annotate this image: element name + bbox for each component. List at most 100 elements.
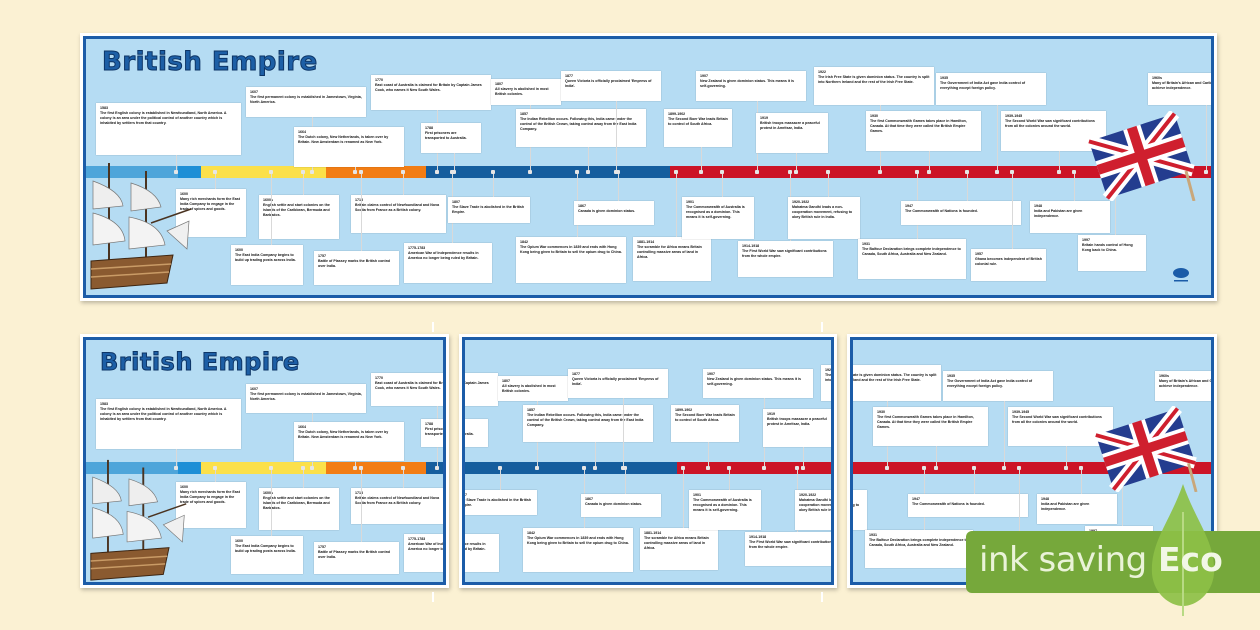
timeline-event-card: 1948 India and Pakistan are given indepen…	[1030, 201, 1110, 233]
timeline-marker	[301, 170, 305, 174]
event-description: India and Pakistan are given independenc…	[1041, 501, 1090, 511]
event-description: The Second World War saw significant con…	[1012, 415, 1102, 425]
event-connector	[454, 153, 455, 172]
event-connector	[1122, 468, 1124, 527]
timeline-event-card: 1930 The first Commonwealth Games takes p…	[873, 407, 988, 446]
event-year: 1948	[1034, 204, 1042, 208]
event-description: The East India Company begins to build u…	[235, 253, 296, 262]
event-description: New Zealand is given dominion status. Th…	[707, 376, 802, 386]
event-year: 1899-1902	[675, 408, 693, 413]
timeline-bar	[465, 462, 831, 474]
event-year: 1947	[912, 496, 920, 501]
event-description: Queen Victoria is officially proclaimed …	[572, 376, 659, 386]
event-connector	[827, 172, 829, 197]
event-connector	[500, 468, 502, 490]
timeline-event-card: 1842 The Opium War commences in 1839 and …	[523, 528, 633, 573]
event-year: 1901	[693, 492, 701, 497]
event-description: The scramble for Africa means Britain co…	[637, 245, 702, 259]
timeline-event-card: 1757 Battle of Plassey marks the British …	[314, 251, 399, 285]
timeline-marker	[268, 466, 273, 470]
page-title: British Empire	[102, 47, 318, 78]
timeline-event-card: 1607 The first permanent colony is establ…	[246, 87, 366, 117]
timeline-event-card: 1947 The Commonwealth of Nations is found…	[901, 201, 1021, 225]
event-year: 1775-1783	[408, 536, 426, 541]
event-year: 1807	[495, 82, 503, 86]
event-description: The Irish Free State is given dominion s…	[853, 372, 937, 382]
event-year: 1807	[465, 492, 467, 497]
event-description: Many of Britain's African and Caribbean …	[1159, 378, 1211, 388]
timeline-event-card: 1919 British troops massacre a peaceful p…	[763, 409, 831, 448]
event-connector	[403, 468, 405, 488]
event-description: East coast of Australia is claimed for B…	[465, 380, 489, 385]
timeline-marker	[401, 170, 406, 174]
timeline-event-card: 1935 The Government of India Act gave Ind…	[936, 73, 1046, 105]
timeline-marker	[173, 466, 178, 470]
timeline-marker	[358, 466, 363, 470]
event-connector	[354, 460, 356, 468]
event-connector	[936, 445, 938, 468]
event-year: 1775-1783	[408, 246, 426, 250]
timeline-event-card: 1907 New Zealand is given dominion status…	[703, 368, 813, 398]
timeline-marker	[498, 466, 503, 470]
timeline-event-card: 1899-1902 The Second Boer War leads Brita…	[671, 405, 739, 442]
event-description: Ghana becomes independent of British col…	[975, 257, 1042, 266]
timeline-segment	[178, 462, 201, 474]
event-year: 1920-1922	[792, 200, 810, 204]
timeline-marker	[788, 170, 793, 174]
event-description: Many of Britain's African and Caribbean …	[1152, 81, 1211, 90]
event-description: The Slave Trade is abolished in the Brit…	[452, 205, 525, 214]
event-year: 1960s	[1159, 373, 1169, 378]
timeline-marker	[1056, 170, 1061, 174]
event-description: The first English colony is established …	[100, 407, 227, 422]
event-description: Battle of Plassey marks the British cont…	[318, 549, 391, 559]
timeline-event-card: 1664 The Dutch colony, New Netherlands, i…	[294, 422, 404, 461]
fold-mark	[821, 592, 823, 602]
timeline-event-card: 1664 The Dutch colony, New Netherlands, i…	[294, 127, 404, 167]
event-year: 1947	[905, 204, 913, 208]
timeline-event-card: 1807 All slavery is abolished in most Bri…	[491, 79, 561, 105]
event-connector	[802, 447, 804, 468]
event-year: 1907	[700, 74, 708, 78]
event-year: 1583	[100, 106, 108, 110]
event-description: First prisoners are transported to Austr…	[425, 426, 443, 436]
event-year: 1757	[318, 544, 326, 549]
timeline-event-card: 1583 The first English colony is establis…	[96, 399, 241, 450]
timeline-marker	[301, 466, 305, 470]
timeline-event-card: 1914-1918 The First World War saw signifi…	[745, 531, 831, 567]
timeline-event-card: 1907 New Zealand is given dominion status…	[696, 71, 806, 101]
timeline-marker	[358, 170, 363, 174]
event-description: All slavery is abolished in most British…	[502, 384, 556, 394]
timeline-marker	[592, 466, 597, 470]
timeline-marker	[793, 170, 798, 174]
event-description: The Government of India Act gave India c…	[947, 378, 1033, 388]
event-year: 1881-1914	[637, 240, 655, 244]
timeline-event-card: 1583 The first English colony is establis…	[96, 103, 241, 155]
event-year: 1600	[235, 538, 243, 543]
timeline-event-card: 1607 The first permanent colony is establ…	[246, 384, 366, 413]
event-connector	[967, 172, 968, 201]
event-year: 1788	[425, 126, 433, 130]
event-year: 1807	[502, 379, 510, 384]
timeline-segment	[465, 462, 677, 474]
event-connector	[403, 172, 405, 195]
event-connector	[1065, 445, 1067, 468]
timeline-segment	[326, 166, 426, 178]
event-year: 1600s	[263, 490, 273, 495]
event-description: Mahatma Gandhi leads a non-cooperation m…	[792, 205, 853, 219]
page-title: British Empire	[100, 348, 300, 377]
event-connector	[1003, 401, 1005, 468]
timeline-marker	[212, 170, 217, 174]
timeline-event-card: 1935 The Government of India Act gave Ind…	[943, 370, 1053, 402]
event-description: English settle and start colonies on the…	[263, 495, 330, 510]
timeline-marker	[878, 170, 882, 174]
event-description: The Balfour Declaration brings complete …	[862, 247, 961, 256]
timeline-marker	[754, 170, 759, 174]
timeline-marker	[1063, 466, 1068, 470]
